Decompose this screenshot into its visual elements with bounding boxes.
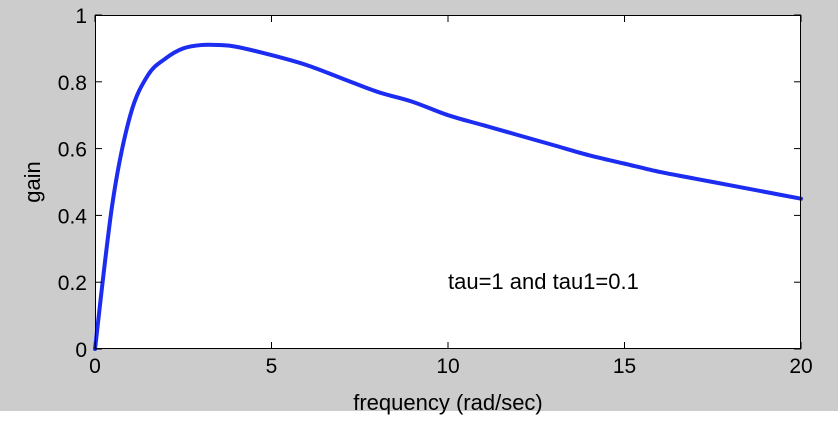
- y-tick-label: 1: [75, 5, 87, 28]
- y-tick-label: 0.6: [58, 139, 87, 162]
- x-tick-label: 10: [436, 355, 459, 378]
- y-axis-label: gain: [20, 161, 45, 203]
- x-tick-label: 0: [89, 355, 101, 378]
- tick-layer: 0 5 10 15 20 0 0.2 0.4 0.6 0.8 1: [58, 5, 813, 378]
- x-tick-label: 20: [789, 355, 812, 378]
- x-tick-label: 5: [266, 355, 278, 378]
- curve-layer: [93, 42, 803, 351]
- y-tick-label: 0.8: [58, 72, 87, 95]
- figure-bottom-strip: [0, 411, 838, 422]
- y-tick-label: 0: [75, 339, 87, 362]
- y-tick-label: 0.2: [58, 272, 87, 295]
- gain-curve: [93, 42, 803, 351]
- x-axis-label: frequency (rad/sec): [353, 390, 543, 415]
- x-tick-label: 15: [613, 355, 636, 378]
- plot-area: [95, 15, 801, 349]
- annotation-text: tau=1 and tau1=0.1: [448, 269, 639, 294]
- y-tick-label: 0.4: [58, 205, 88, 228]
